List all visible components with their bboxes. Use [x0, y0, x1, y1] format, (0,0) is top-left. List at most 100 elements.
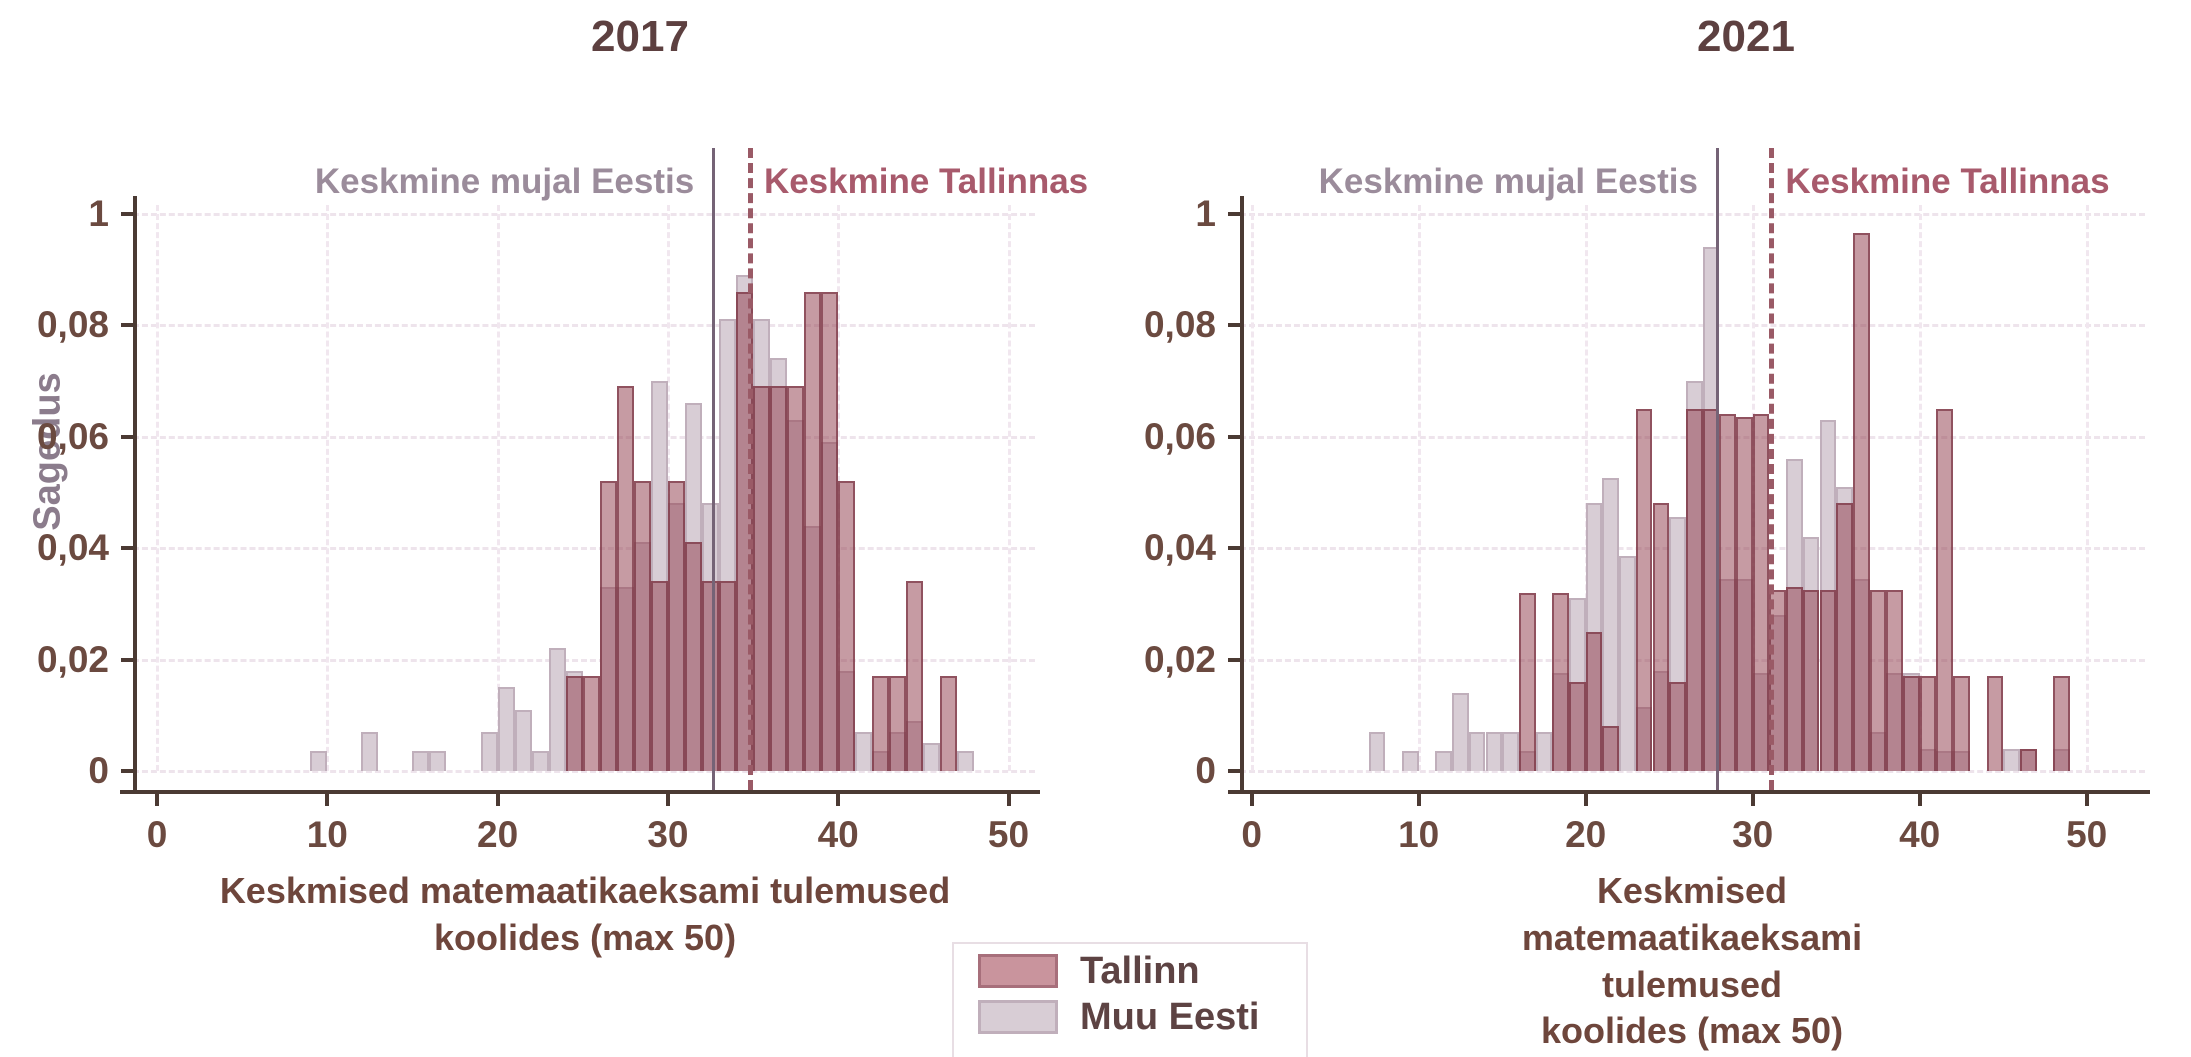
y-tick-label-0,02: 0,02 [1143, 638, 1216, 680]
bar-2021-tallinn-20 [1585, 631, 1603, 771]
bar-2021-muu-eesti-7 [1368, 731, 1386, 771]
y-tick-0,06 [121, 434, 133, 439]
bar-2021-tallinn-35 [1836, 503, 1853, 771]
bar-2021-muu-eesti-45 [2003, 748, 2020, 771]
bar-2017-muu-eesti-22 [531, 751, 549, 771]
bar-2017-tallinn-31 [684, 542, 702, 771]
mean-line-muu-eesti [712, 148, 716, 790]
bar-2021-muu-eesti-15 [1502, 731, 1519, 771]
legend-label-tallinn: Tallinn [1080, 950, 1200, 992]
bar-2017-tallinn-38 [804, 291, 822, 771]
y-tick-label-1: 1 [88, 192, 109, 234]
x-tick-30 [665, 790, 670, 806]
x-tick-label-0: 0 [146, 814, 168, 855]
y-tick-0,02 [1228, 657, 1240, 662]
y-tick-label-0,02: 0,02 [36, 638, 109, 680]
y-axis-line [133, 196, 137, 790]
y-tick-label-0: 0 [88, 750, 109, 791]
y-tick-0,06 [1228, 434, 1240, 439]
x-axis-caption-2021: Keskmised matemaatikaeksami tulemused ko… [1443, 868, 1942, 1055]
bar-2021-tallinn-30 [1752, 414, 1770, 771]
y-tick-0,08 [1228, 323, 1240, 327]
gridline-x-10 [1417, 205, 1421, 771]
bar-2021-tallinn-25 [1669, 681, 1686, 771]
gridline-y-0 [1240, 770, 2145, 773]
bar-2017-muu-eesti-45 [923, 743, 941, 771]
bar-2017-muu-eesti-12 [361, 731, 379, 771]
gridline-x-0 [1250, 205, 1254, 771]
legend-swatch-muu-eesti [978, 1000, 1058, 1034]
legend-swatch-tallinn [978, 954, 1058, 988]
bar-2021-tallinn-36 [1852, 233, 1870, 771]
bar-2021-tallinn-24 [1652, 503, 1670, 771]
x-tick-0 [155, 790, 159, 806]
bar-2021-muu-eesti-12 [1452, 692, 1469, 771]
bar-2017-muu-eesti-20 [497, 687, 515, 771]
gridline-x-50 [2085, 205, 2089, 771]
bar-2017-tallinn-26 [599, 481, 617, 771]
gridline-x-20 [496, 205, 500, 771]
y-tick-0,02 [121, 657, 133, 662]
bar-2017-tallinn-40 [838, 481, 856, 771]
bar-2017-muu-eesti-41 [855, 731, 873, 771]
bar-2017-muu-eesti-15 [412, 751, 430, 771]
gridline-y-0,02 [133, 658, 1035, 662]
x-axis-line [120, 790, 1040, 794]
gridline-x-40 [1918, 205, 1922, 771]
bar-2021-tallinn-42 [1953, 676, 1970, 771]
bar-2017-tallinn-46 [940, 676, 958, 771]
bar-2017-tallinn-36 [770, 386, 788, 771]
caption-line-1: Keskmised matemaatikaeksami tulemused [1521, 870, 1863, 1005]
y-tick-0,08 [121, 323, 133, 327]
x-tick-label-0: 0 [1241, 814, 1262, 855]
x-tick-50 [1006, 790, 1011, 806]
gridline-x-20 [1584, 205, 1588, 771]
bar-2021-muu-eesti-22 [1619, 556, 1636, 771]
y-tick-label-0,08: 0,08 [36, 304, 109, 345]
x-tick-label-10: 10 [1398, 814, 1440, 855]
bar-2021-tallinn-32 [1786, 587, 1803, 771]
gridline-y-0 [133, 770, 1035, 773]
gridline-y-0,06 [133, 435, 1035, 439]
gridline-y-0,08 [133, 324, 1035, 327]
gridline-y-1 [1240, 212, 2145, 216]
caption-line-2: koolides (max 50) [1540, 1010, 1844, 1052]
bar-2017-tallinn-37 [787, 386, 805, 771]
x-tick-label-40: 40 [817, 814, 859, 855]
legend: Tallinn Muu Eesti [952, 942, 1308, 1057]
y-tick-1 [121, 211, 133, 216]
bar-2017-tallinn-44 [906, 581, 924, 771]
annotation-keskmine-mujal-eestis: Keskmine mujal Eestis [1318, 162, 1698, 201]
y-tick-0,04 [1228, 546, 1240, 550]
bar-2021-tallinn-44 [1986, 676, 2004, 771]
bar-2021-tallinn-23 [1635, 408, 1653, 771]
x-tick-40 [836, 790, 841, 806]
bar-2021-tallinn-38 [1886, 589, 1903, 771]
bar-2021-tallinn-46 [2019, 748, 2037, 771]
bar-2021-tallinn-28 [1719, 414, 1736, 771]
bar-2017-tallinn-24 [565, 676, 583, 771]
chart-title-2017: 2017 [591, 12, 689, 61]
y-tick-label-1: 1 [1195, 192, 1216, 234]
bar-2021-muu-eesti-17 [1535, 731, 1553, 771]
bar-2021-tallinn-19 [1569, 681, 1586, 771]
x-tick-30 [1750, 790, 1755, 806]
gridline-x-50 [1007, 205, 1011, 771]
legend-item-muu-eesti: Muu Eesti [978, 998, 1306, 1036]
bar-2017-tallinn-30 [667, 481, 685, 771]
y-tick-1 [1228, 211, 1240, 216]
y-axis-line [1240, 196, 1244, 790]
bar-2021-muu-eesti-21 [1602, 478, 1620, 771]
bar-2017-tallinn-33 [718, 581, 736, 771]
bar-2021-tallinn-18 [1552, 592, 1569, 771]
x-tick-label-40: 40 [1899, 814, 1941, 855]
bar-2017-tallinn-28 [633, 481, 651, 771]
gridline-y-1 [133, 212, 1035, 216]
bar-2021-tallinn-33 [1802, 589, 1820, 771]
bar-2021-tallinn-39 [1903, 676, 1920, 771]
x-tick-label-30: 30 [647, 814, 689, 855]
y-tick-label-0,06: 0,06 [1143, 415, 1216, 457]
bar-2021-muu-eesti-14 [1485, 731, 1503, 771]
bar-2021-muu-eesti-13 [1468, 731, 1486, 771]
